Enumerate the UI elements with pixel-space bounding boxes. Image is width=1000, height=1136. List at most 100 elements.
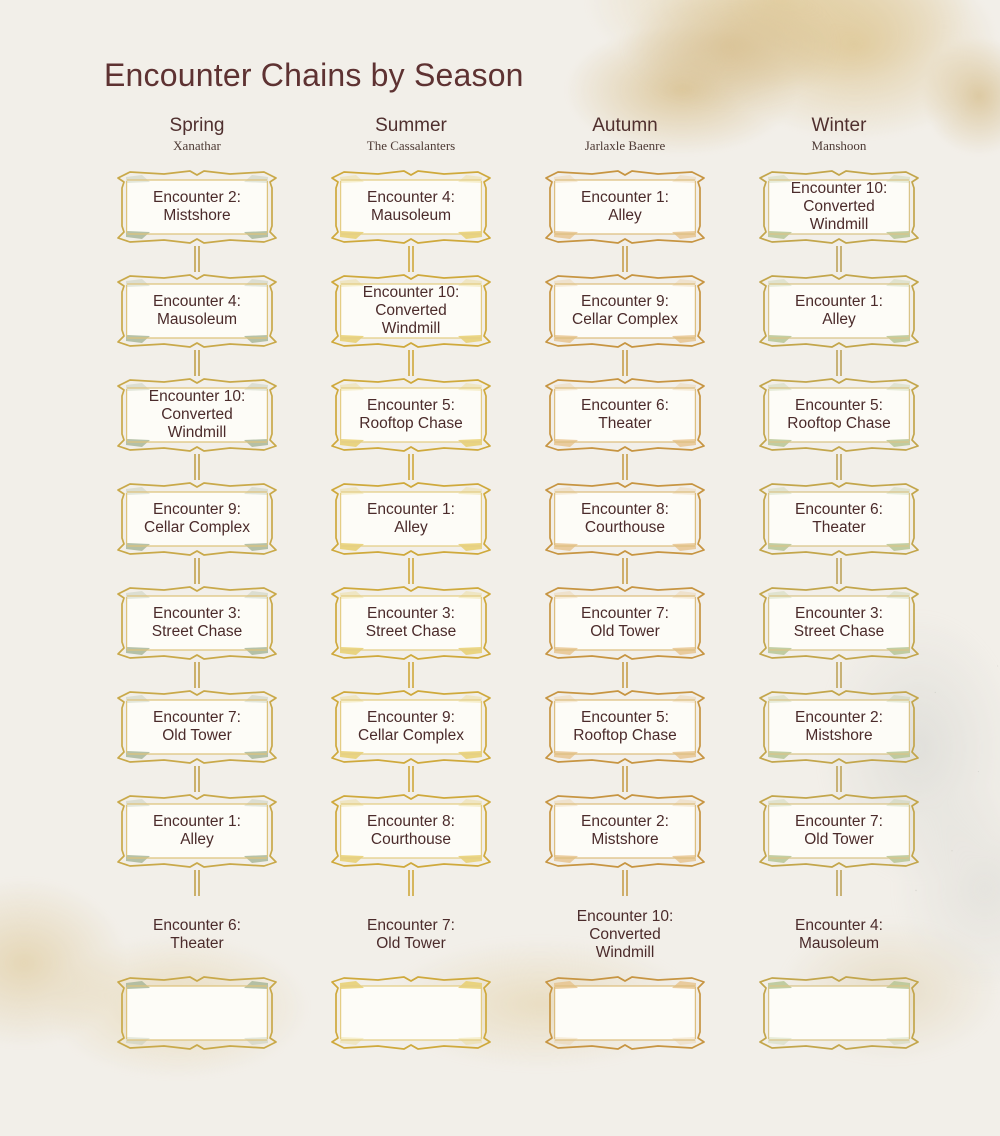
encounter-card-frame: Encounter 5: Rooftop Chase [532, 688, 718, 766]
encounter-chain: Encounter 4: Mausoleum Encounter 10: Con… [304, 168, 518, 1050]
encounter-card-text: Encounter 1: Alley [581, 188, 669, 224]
encounter-card-label: Encounter 4: Mausoleum [746, 896, 932, 974]
encounter-card-text: Encounter 2: Mistshore [153, 188, 241, 224]
encounter-card[interactable]: Encounter 4: Mausoleum [746, 896, 932, 1050]
encounter-card[interactable]: Encounter 9: Cellar Complex [104, 480, 290, 558]
encounter-card[interactable]: Encounter 10: Converted Windmill [104, 376, 290, 454]
encounter-card-frame: Encounter 9: Cellar Complex [318, 688, 504, 766]
encounter-card[interactable]: Encounter 2: Mistshore [104, 168, 290, 246]
encounter-card[interactable]: Encounter 7: Old Tower [104, 688, 290, 766]
encounter-card-frame: Encounter 4: Mausoleum [746, 896, 932, 1050]
season-board: Spring Xanathar Encounter 2: Mistshore En… [0, 115, 1000, 1050]
encounter-card[interactable]: Encounter 7: Old Tower [532, 584, 718, 662]
encounter-card[interactable]: Encounter 3: Street Chase [318, 584, 504, 662]
encounter-card[interactable]: Encounter 6: Theater [532, 376, 718, 454]
encounter-card-frame: Encounter 9: Cellar Complex [532, 272, 718, 350]
encounter-card-frame: Encounter 8: Courthouse [532, 480, 718, 558]
encounter-card-label: Encounter 2: Mistshore [104, 168, 290, 246]
encounter-card[interactable]: Encounter 8: Courthouse [532, 480, 718, 558]
encounter-card[interactable]: Encounter 7: Old Tower [746, 792, 932, 870]
chain-connector [406, 661, 416, 688]
encounter-card-text: Encounter 10: Converted Windmill [148, 387, 246, 442]
encounter-card-frame: Encounter 6: Theater [746, 480, 932, 558]
encounter-card-label: Encounter 8: Courthouse [532, 480, 718, 558]
encounter-card[interactable]: Encounter 9: Cellar Complex [532, 272, 718, 350]
season-column-winter: Winter Manshoon Encounter 10: Converted W… [732, 116, 946, 1050]
season-column-spring: Spring Xanathar Encounter 2: Mistshore En… [90, 116, 304, 1050]
encounter-card[interactable]: Encounter 8: Courthouse [318, 792, 504, 870]
encounter-card[interactable]: Encounter 1: Alley [318, 480, 504, 558]
encounter-card-label: Encounter 3: Street Chase [104, 584, 290, 662]
encounter-card-frame: Encounter 5: Rooftop Chase [746, 376, 932, 454]
encounter-card-text: Encounter 1: Alley [367, 500, 455, 536]
encounter-card[interactable]: Encounter 7: Old Tower [318, 896, 504, 1050]
encounter-card-label: Encounter 7: Old Tower [532, 584, 718, 662]
encounter-card[interactable]: Encounter 2: Mistshore [532, 792, 718, 870]
encounter-card[interactable]: Encounter 10: Converted Windmill [746, 168, 932, 246]
encounter-card[interactable]: Encounter 4: Mausoleum [318, 168, 504, 246]
chain-connector [406, 765, 416, 792]
encounter-card-frame: Encounter 10: Converted Windmill [318, 272, 504, 350]
encounter-card[interactable]: Encounter 10: Converted Windmill [318, 272, 504, 350]
season-name: Autumn [592, 115, 658, 136]
encounter-card[interactable]: Encounter 5: Rooftop Chase [318, 376, 504, 454]
chain-connector [620, 661, 630, 688]
encounter-card-text: Encounter 5: Rooftop Chase [573, 708, 677, 744]
encounter-card[interactable]: Encounter 6: Theater [104, 896, 290, 1050]
encounter-card[interactable]: Encounter 5: Rooftop Chase [532, 688, 718, 766]
encounter-card-label: Encounter 9: Cellar Complex [318, 688, 504, 766]
encounter-card-label: Encounter 1: Alley [104, 792, 290, 870]
encounter-card-label: Encounter 5: Rooftop Chase [746, 376, 932, 454]
encounter-card[interactable]: Encounter 1: Alley [532, 168, 718, 246]
chain-connector [406, 453, 416, 480]
encounter-card[interactable]: Encounter 6: Theater [746, 480, 932, 558]
encounter-card-text: Encounter 8: Courthouse [367, 812, 455, 848]
encounter-card[interactable]: Encounter 3: Street Chase [104, 584, 290, 662]
encounter-card-frame: Encounter 5: Rooftop Chase [318, 376, 504, 454]
encounter-card-frame: Encounter 8: Courthouse [318, 792, 504, 870]
chain-connector [620, 869, 630, 896]
encounter-card[interactable]: Encounter 10: Converted Windmill [532, 896, 718, 1050]
encounter-card-label: Encounter 1: Alley [532, 168, 718, 246]
chain-connector [834, 765, 844, 792]
encounter-card[interactable]: Encounter 3: Street Chase [746, 584, 932, 662]
chain-connector [834, 661, 844, 688]
encounter-card-text: Encounter 7: Old Tower [795, 812, 883, 848]
chain-connector [620, 349, 630, 376]
encounter-card[interactable]: Encounter 9: Cellar Complex [318, 688, 504, 766]
encounter-card[interactable]: Encounter 1: Alley [104, 792, 290, 870]
encounter-card-text: Encounter 4: Mausoleum [367, 188, 455, 224]
season-villain: Xanathar [173, 137, 221, 153]
encounter-card-frame: Encounter 4: Mausoleum [318, 168, 504, 246]
encounter-card-label: Encounter 1: Alley [318, 480, 504, 558]
encounter-card-label: Encounter 6: Theater [746, 480, 932, 558]
encounter-card-label: Encounter 3: Street Chase [318, 584, 504, 662]
encounter-card-label: Encounter 10: Converted Windmill [318, 272, 504, 350]
encounter-card-frame: Encounter 3: Street Chase [746, 584, 932, 662]
encounter-card-label: Encounter 7: Old Tower [104, 688, 290, 766]
chain-connector [620, 557, 630, 584]
encounter-card-frame: Encounter 4: Mausoleum [104, 272, 290, 350]
encounter-card-text: Encounter 4: Mausoleum [153, 292, 241, 328]
encounter-card-text: Encounter 7: Old Tower [367, 916, 455, 952]
encounter-card-text: Encounter 7: Old Tower [581, 604, 669, 640]
encounter-card[interactable]: Encounter 1: Alley [746, 272, 932, 350]
chain-connector [620, 765, 630, 792]
encounter-card-frame: Encounter 3: Street Chase [318, 584, 504, 662]
encounter-card-label: Encounter 5: Rooftop Chase [318, 376, 504, 454]
encounter-card[interactable]: Encounter 2: Mistshore [746, 688, 932, 766]
encounter-card-text: Encounter 2: Mistshore [581, 812, 669, 848]
encounter-card-label: Encounter 3: Street Chase [746, 584, 932, 662]
encounter-card-text: Encounter 9: Cellar Complex [358, 708, 464, 744]
encounter-card-text: Encounter 9: Cellar Complex [572, 292, 678, 328]
encounter-card-text: Encounter 3: Street Chase [793, 604, 885, 640]
encounter-card[interactable]: Encounter 4: Mausoleum [104, 272, 290, 350]
encounter-card-text: Encounter 6: Theater [795, 500, 883, 536]
season-villain: The Cassalanters [366, 137, 456, 153]
encounter-card-text: Encounter 3: Street Chase [365, 604, 457, 640]
encounter-card-text: Encounter 6: Theater [153, 916, 241, 952]
chain-connector [406, 869, 416, 896]
encounter-card-label: Encounter 6: Theater [532, 376, 718, 454]
encounter-card[interactable]: Encounter 5: Rooftop Chase [746, 376, 932, 454]
chain-connector [192, 245, 202, 272]
